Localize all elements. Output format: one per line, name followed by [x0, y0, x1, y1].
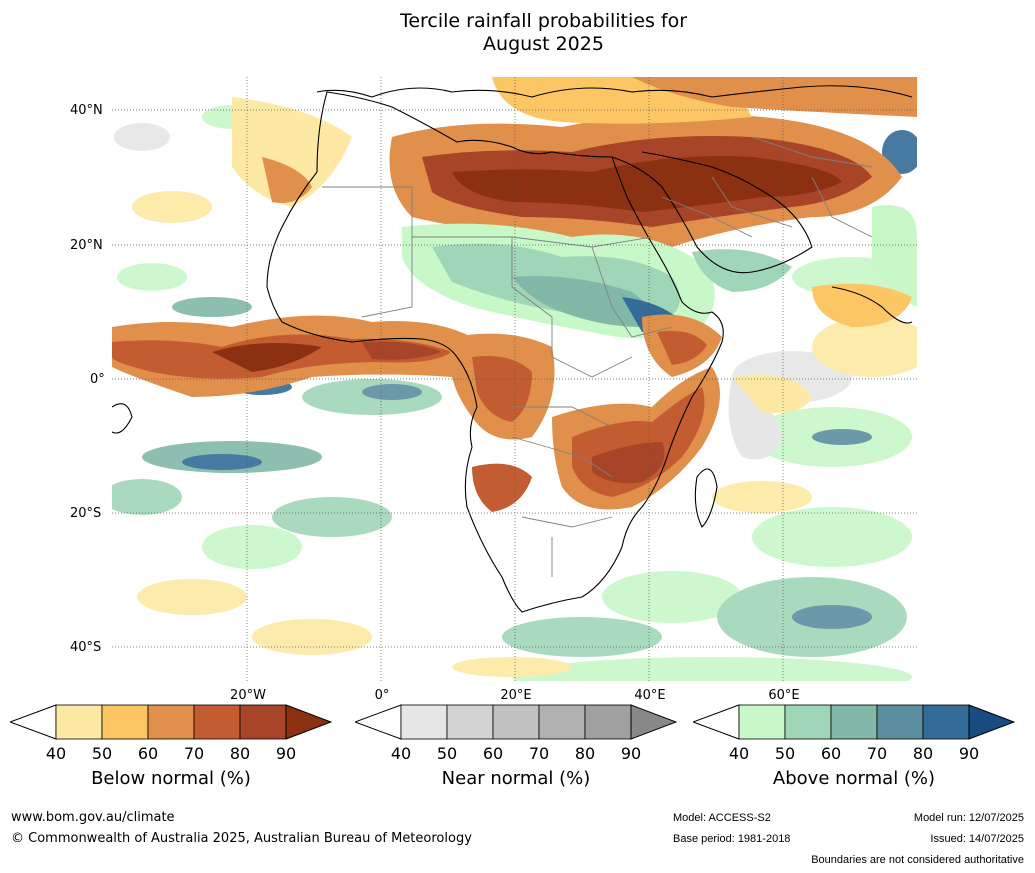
- graticule: [112, 77, 917, 681]
- near-normal-south: [528, 377, 782, 591]
- field-texture: [112, 105, 917, 681]
- lon-label-60e: 60°E: [768, 688, 800, 703]
- cbar-near-tick: 90: [620, 744, 642, 763]
- cbar-below-tick: 60: [137, 744, 159, 763]
- footer-model: Model: ACCESS-S2: [673, 812, 771, 824]
- colorbar-below: [10, 704, 332, 740]
- above-normal-sahel: [402, 223, 792, 339]
- lon-label-20e: 20°E: [500, 688, 532, 703]
- cbar-below-tick: 50: [91, 744, 113, 763]
- cbar-above-tick: 90: [958, 744, 980, 763]
- cbar-above-tick: 80: [912, 744, 934, 763]
- india-pattern: [732, 205, 917, 413]
- lon-label-40e: 40°E: [634, 688, 666, 703]
- cbar-below-tick: 40: [45, 744, 67, 763]
- cbar-above-tick: 60: [820, 744, 842, 763]
- cbar-below-tick: 70: [183, 744, 205, 763]
- lon-label-20w: 20°W: [230, 688, 266, 703]
- footer-copyright: © Commonwealth of Australia 2025, Austra…: [11, 831, 472, 846]
- colorbar-near: [355, 704, 677, 740]
- cbar-above-label: Above normal (%): [772, 768, 936, 789]
- below-normal-north: [232, 77, 917, 248]
- cbar-near-tick: 80: [574, 744, 596, 763]
- cbar-above-tick: 70: [866, 744, 888, 763]
- lat-label-20n: 20°N: [70, 238, 103, 253]
- below-normal-east: [449, 314, 722, 512]
- lon-label-0: 0°: [374, 688, 390, 703]
- cbar-below-label: Below normal (%): [91, 768, 251, 789]
- footer-model-run: Model run: 12/07/2025: [913, 812, 1024, 824]
- footer-boundaries-note: Boundaries are not considered authoritat…: [811, 854, 1024, 866]
- cbar-above-tick: 40: [728, 744, 750, 763]
- lat-label-40n: 40°N: [70, 103, 103, 118]
- map-title: Tercile rainfall probabilities for Augus…: [0, 10, 1035, 56]
- country-borders: [322, 136, 873, 577]
- lat-label-20s: 20°S: [70, 506, 102, 521]
- footer-issued: Issued: 14/07/2025: [930, 833, 1024, 845]
- cbar-below-tick: 90: [275, 744, 297, 763]
- cbar-near-tick: 60: [482, 744, 504, 763]
- cbar-below-tick: 80: [229, 744, 251, 763]
- title-line-2: August 2025: [483, 33, 604, 55]
- title-line-1: Tercile rainfall probabilities for: [399, 10, 688, 32]
- cbar-near-tick: 70: [528, 744, 550, 763]
- coastlines: [112, 85, 913, 613]
- lat-label-40s: 40°S: [70, 640, 102, 655]
- colorbar-above: [693, 704, 1015, 740]
- map-canvas: [112, 77, 917, 681]
- lat-label-equator: 0°: [90, 372, 105, 387]
- footer-base-period: Base period: 1981-2018: [673, 833, 791, 845]
- rainfall-map: [112, 77, 917, 681]
- cbar-near-tick: 40: [390, 744, 412, 763]
- cbar-above-tick: 50: [774, 744, 796, 763]
- cbar-near-tick: 50: [436, 744, 458, 763]
- cbar-near-label: Near normal (%): [441, 768, 591, 789]
- footer-url[interactable]: www.bom.gov.au/climate: [11, 810, 175, 825]
- below-normal-guinea: [112, 315, 479, 397]
